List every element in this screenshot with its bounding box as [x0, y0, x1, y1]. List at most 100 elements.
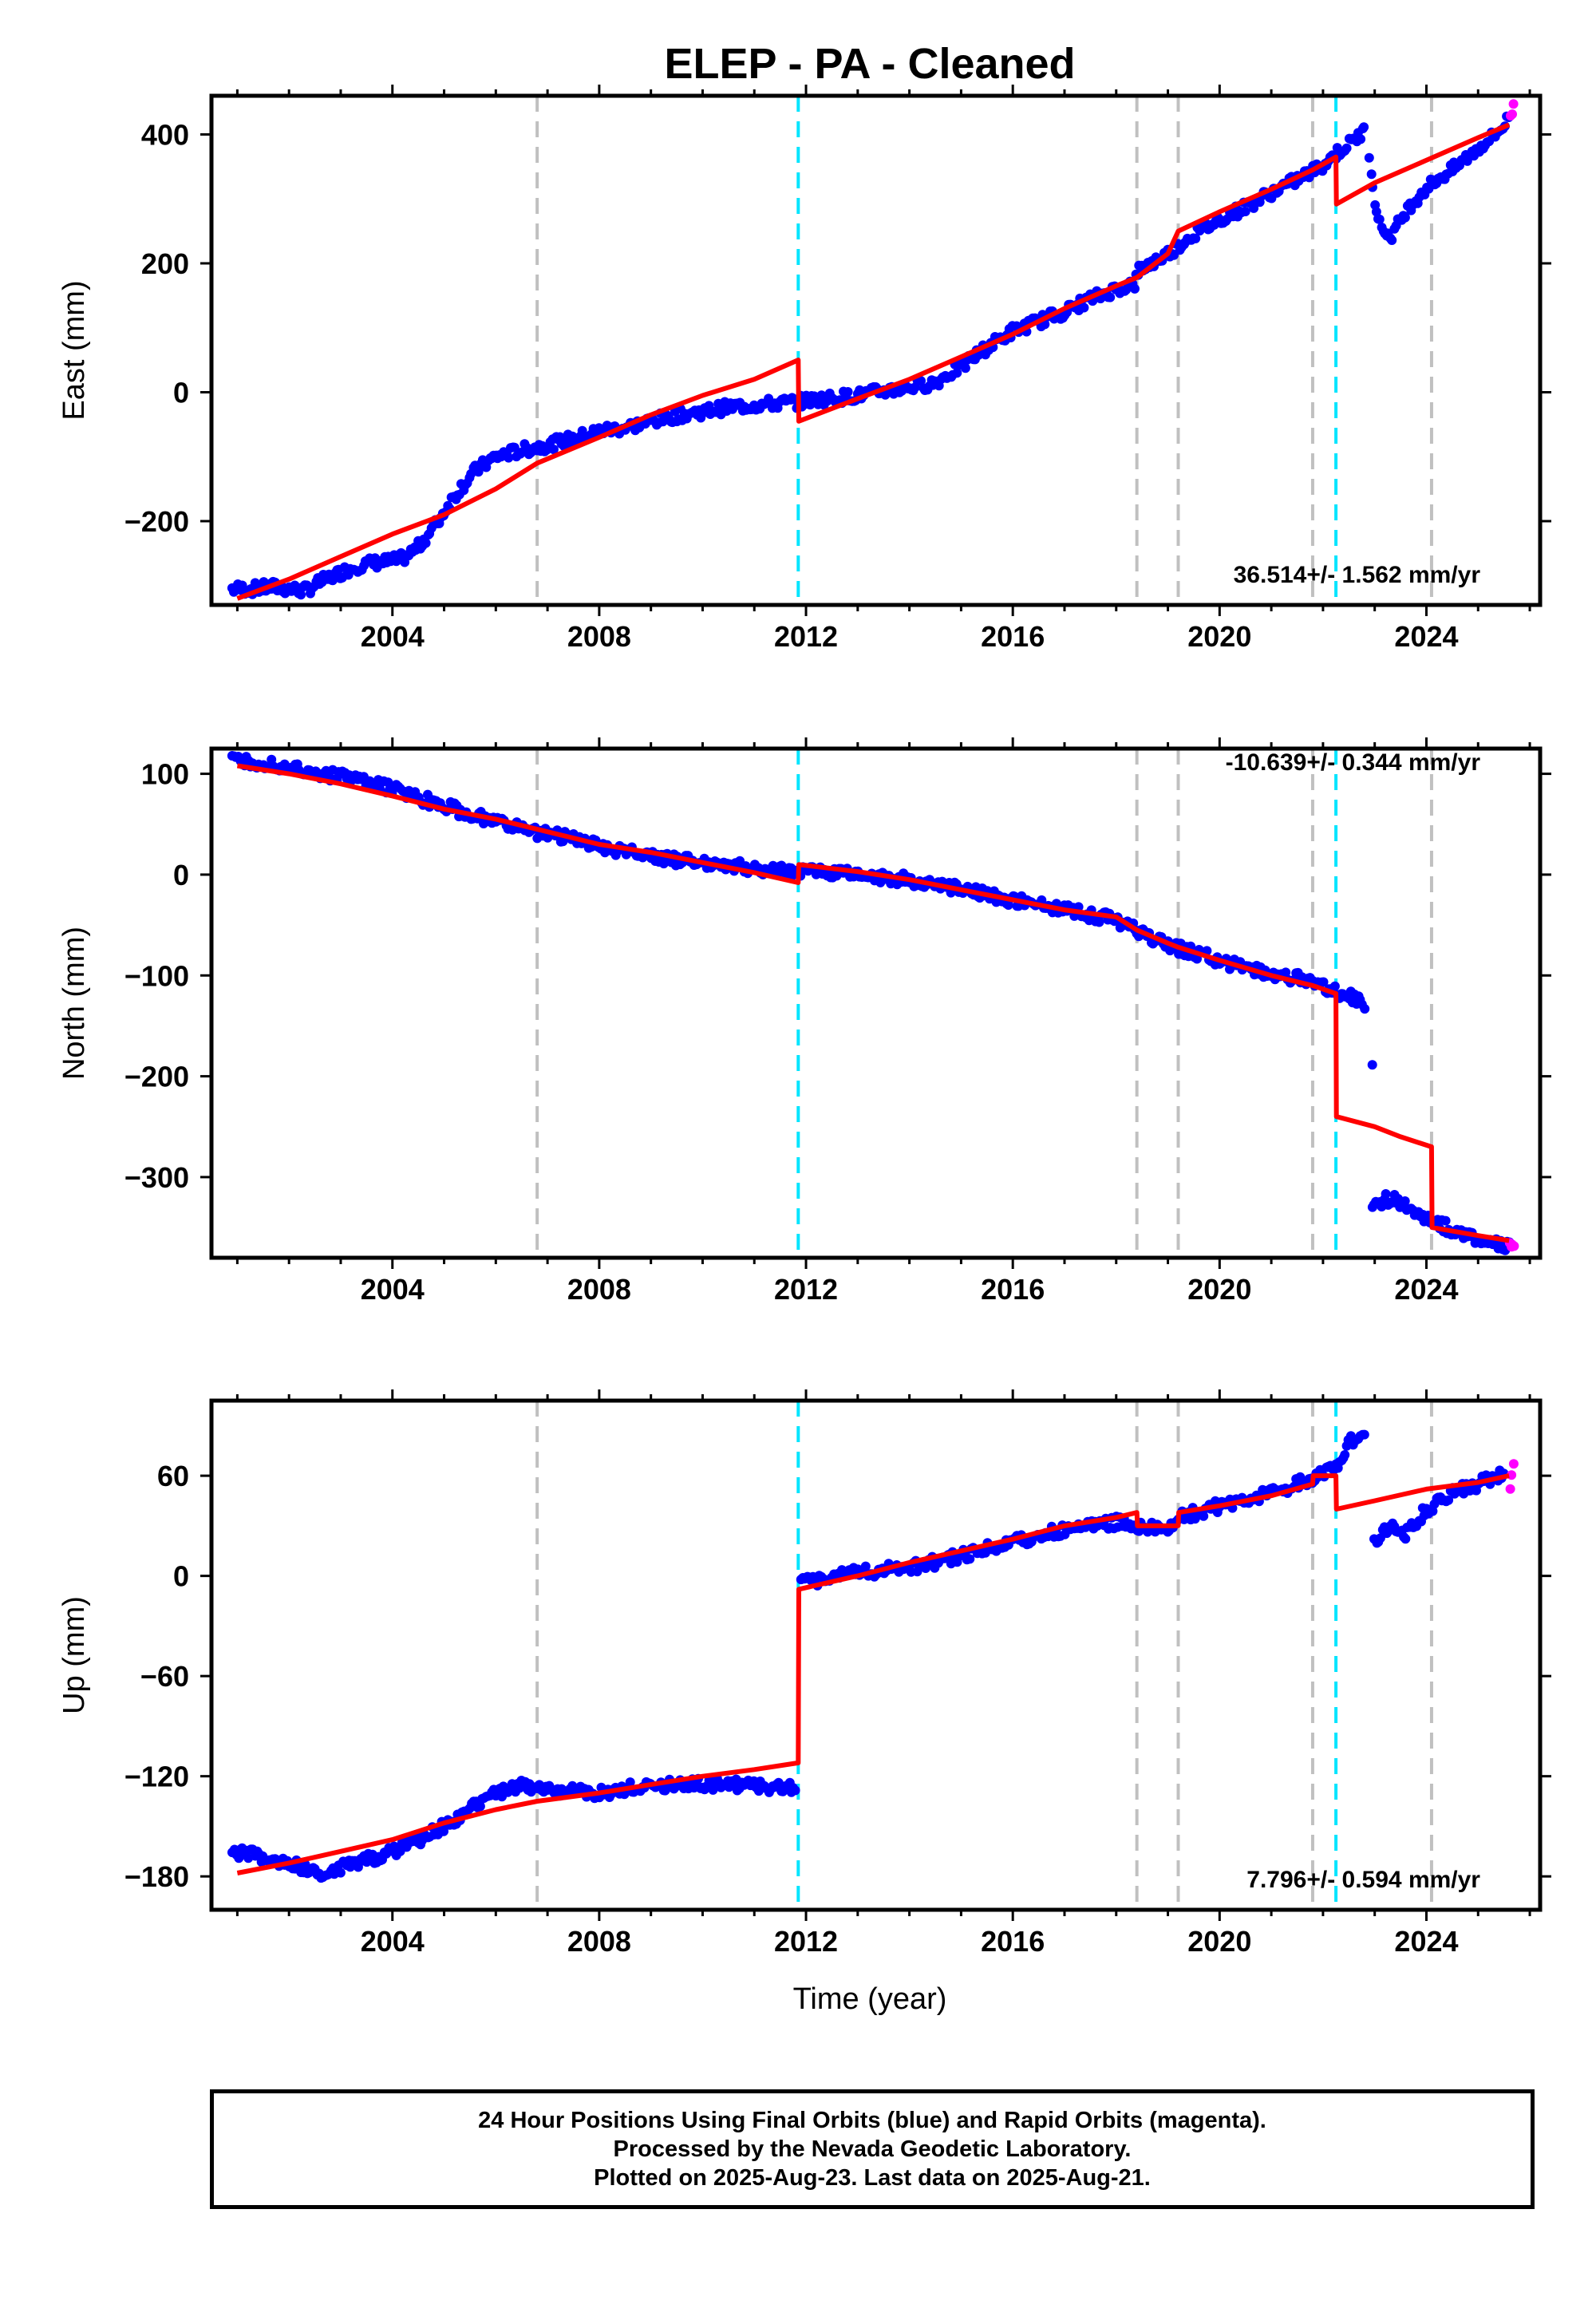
final-orbit-point: [1318, 977, 1329, 987]
final-orbit-point: [548, 445, 559, 455]
final-orbit-point: [1440, 1215, 1451, 1226]
final-orbit-point: [1240, 207, 1250, 216]
final-orbit-point: [790, 1785, 800, 1796]
up-frame: [209, 1398, 1543, 1912]
rapid-orbit-point: [1508, 99, 1519, 109]
north-frame: [209, 746, 1543, 1260]
final-orbit-point: [1367, 1060, 1377, 1070]
x-tick-label: 2020: [1187, 1925, 1251, 1958]
y-tick-label: −120: [124, 1761, 189, 1793]
x-tick-label: 2024: [1394, 620, 1458, 653]
east-y-axis-label: East (mm): [57, 280, 91, 420]
y-tick-label: −200: [124, 505, 189, 538]
north-y-axis-label: North (mm): [57, 927, 91, 1080]
final-orbit-point: [1360, 1004, 1370, 1014]
y-tick-label: 0: [173, 859, 189, 891]
final-orbit-point: [708, 1784, 718, 1795]
x-tick-label: 2008: [567, 620, 631, 653]
y-tick-label: 400: [141, 118, 189, 151]
y-tick-label: −100: [124, 959, 189, 992]
figure-title: ELEP - PA - Cleaned: [664, 40, 1075, 88]
x-tick-label: 2020: [1187, 620, 1251, 653]
final-orbit-point: [952, 368, 962, 378]
final-orbit-point: [1105, 292, 1116, 302]
model-trend-line: [236, 763, 1510, 1243]
final-orbit-point: [1359, 1429, 1369, 1440]
y-tick-label: −60: [140, 1660, 189, 1693]
x-tick-label: 2012: [774, 1273, 838, 1306]
y-tick-label: 200: [141, 247, 189, 280]
east-rate-label: 36.514+/- 1.562 mm/yr: [1234, 562, 1481, 588]
final-orbit-point: [960, 363, 970, 373]
y-tick-label: 100: [141, 758, 189, 791]
y-tick-label: −180: [124, 1860, 189, 1893]
x-tick-label: 2012: [774, 1925, 838, 1958]
x-tick-label: 2004: [361, 1925, 425, 1958]
north-rate-label: -10.639+/- 0.344 mm/yr: [1226, 749, 1481, 776]
final-orbit-point: [1094, 917, 1104, 927]
final-orbit-point: [1079, 302, 1089, 313]
up-plot-area: [227, 1401, 1519, 1910]
final-orbit-point: [1374, 214, 1385, 224]
y-tick-label: 0: [173, 1560, 189, 1593]
up-y-axis-label: Up (mm): [57, 1596, 91, 1714]
panel-east: 2004 2008 2012 2016 2020 2024 400 200 0 −200 East …: [57, 85, 1551, 653]
y-tick-label: 60: [157, 1460, 189, 1492]
rapid-orbit-point: [1508, 1459, 1519, 1469]
final-orbit-point: [1340, 1450, 1350, 1460]
x-axis-label: Time (year): [793, 1982, 947, 2016]
footer-line-processor: Processed by the Nevada Geodetic Laborat…: [613, 2136, 1132, 2162]
final-orbit-point: [1364, 152, 1374, 163]
final-orbit-point: [965, 1554, 975, 1564]
rapid-orbit-point: [1507, 109, 1517, 120]
x-tick-label: 2004: [361, 1273, 425, 1306]
final-orbit-point: [1381, 1189, 1391, 1199]
final-orbit-point: [843, 387, 853, 397]
final-orbit-point: [1400, 1534, 1411, 1544]
panel-north: 2004 2008 2012 2016 2020 2024 100 0 −100 −200 −300…: [57, 737, 1551, 1306]
panels: 2004 2008 2012 2016 2020 2024 400 200 0 −200 East …: [57, 85, 1551, 1958]
final-orbit-point: [475, 1801, 485, 1812]
final-orbit-point: [625, 1777, 635, 1788]
x-tick-label: 2024: [1394, 1273, 1458, 1306]
model-trend-line: [236, 1473, 1510, 1875]
final-orbit-point: [327, 575, 338, 586]
final-orbit-point: [1329, 981, 1340, 991]
footer-line-orbits: 24 Hour Positions Using Final Orbits (bl…: [478, 2108, 1266, 2133]
final-orbit-point: [1400, 212, 1410, 223]
up-rate-label: 7.796+/- 0.594 mm/yr: [1246, 1867, 1480, 1893]
y-tick-label: −300: [124, 1161, 189, 1194]
rapid-orbit-point: [1505, 1484, 1515, 1494]
final-orbit-point: [1366, 169, 1377, 180]
footer-line-dates: Plotted on 2025-Aug-23. Last data on 202…: [594, 2165, 1151, 2191]
x-tick-label: 2016: [981, 1925, 1045, 1958]
final-orbit-point: [296, 590, 306, 600]
final-orbit-point: [658, 859, 669, 869]
y-tick-label: 0: [173, 376, 189, 409]
x-tick-label: 2020: [1187, 1273, 1251, 1306]
final-orbit-point: [1444, 1495, 1454, 1505]
final-orbit-point: [335, 1867, 346, 1878]
model-trend-line: [236, 122, 1511, 601]
final-orbit-point: [1400, 1196, 1410, 1206]
panel-up: 2004 2008 2012 2016 2020 2024 60 0 −60 −120 −180 Up…: [57, 1389, 1551, 1958]
x-tick-label: 2016: [981, 620, 1045, 653]
x-tick-label: 2008: [567, 1925, 631, 1958]
east-plot-area: [227, 96, 1519, 605]
final-orbit-point: [860, 1561, 871, 1571]
x-tick-label: 2012: [774, 620, 838, 653]
rapid-orbit-point: [1509, 1241, 1519, 1251]
final-orbit-point: [1341, 143, 1352, 153]
y-tick-label: −200: [124, 1061, 189, 1093]
x-tick-label: 2008: [567, 1273, 631, 1306]
final-orbit-point: [1191, 233, 1201, 243]
footer-caption: 24 Hour Positions Using Final Orbits (bl…: [210, 2089, 1535, 2209]
final-orbit-point: [504, 453, 514, 463]
east-frame: [209, 93, 1543, 607]
x-tick-label: 2004: [361, 620, 425, 653]
north-plot-area: [227, 749, 1519, 1258]
final-orbit-point: [421, 538, 431, 548]
final-orbit-point: [1387, 235, 1397, 245]
final-orbit-point: [1199, 1511, 1209, 1521]
